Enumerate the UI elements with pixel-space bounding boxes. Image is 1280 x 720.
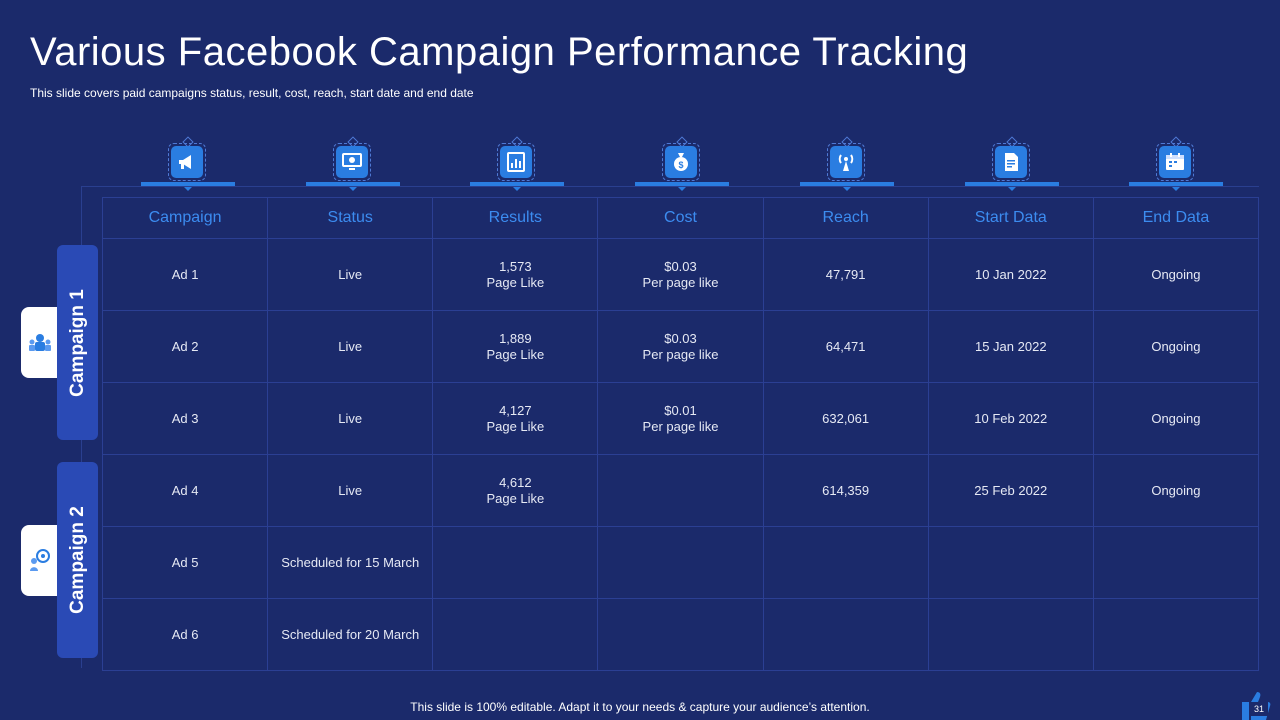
- table-row: Ad 6 Scheduled for 20 March: [101, 598, 1260, 671]
- header-icon-status: [306, 136, 400, 193]
- slide-title: Various Facebook Campaign Performance Tr…: [30, 30, 969, 74]
- cell-cost: $0.01 Per page like: [597, 382, 764, 455]
- column-header: Campaign: [101, 197, 269, 239]
- table-row: Ad 2 Live 1,889 Page Like $0.03 Per page l…: [101, 310, 1260, 383]
- cell-reach: [762, 526, 929, 599]
- target-person-icon: [30, 549, 50, 571]
- cell-end: [1092, 526, 1260, 599]
- cell-cost: $0.03 Per page like: [597, 310, 764, 383]
- campaign-1-label: Campaign 1: [66, 288, 88, 397]
- header-icon-reach: [800, 136, 894, 193]
- cell-end: [1092, 598, 1260, 671]
- cell-results: 4,612 Page Like: [432, 454, 599, 527]
- cell-end: Ongoing: [1092, 382, 1260, 455]
- cell-cost: [597, 454, 764, 527]
- monitor-icon: [342, 153, 362, 170]
- cell-start: 10 Feb 2022: [927, 382, 1094, 455]
- results-chart-icon: [507, 152, 525, 172]
- cell-cost: $0.03 Per page like: [597, 238, 764, 311]
- cell-reach: 632,061: [762, 382, 929, 455]
- cell-reach: 614,359: [762, 454, 929, 527]
- cell-start: [927, 526, 1094, 599]
- svg-text:$: $: [678, 160, 683, 170]
- document-icon: [1005, 153, 1018, 171]
- cell-start: 25 Feb 2022: [927, 454, 1094, 527]
- cell-campaign: Ad 3: [101, 382, 269, 455]
- cell-status: Live: [267, 382, 434, 455]
- cell-results: 1,889 Page Like: [432, 310, 599, 383]
- campaign-2-icon-card: [21, 525, 57, 596]
- slide-subtitle: This slide covers paid campaigns status,…: [30, 86, 474, 100]
- table-header-row: Campaign Status Results Cost Reach Start…: [101, 197, 1260, 239]
- table-row: Ad 4 Live 4,612 Page Like 614,359 25 Feb …: [101, 454, 1260, 527]
- cell-reach: 47,791: [762, 238, 929, 311]
- calendar-icon: [1166, 153, 1184, 170]
- campaign-2-tab: Campaign 2: [57, 462, 98, 658]
- header-icon-cost: $: [635, 136, 729, 193]
- footer-note: This slide is 100% editable. Adapt it to…: [410, 700, 870, 714]
- column-header: Start Data: [927, 197, 1094, 239]
- table-row: Ad 1 Live 1,573 Page Like $0.03 Per page l…: [101, 238, 1260, 311]
- cell-campaign: Ad 1: [101, 238, 269, 311]
- campaign-2-label: Campaign 2: [66, 506, 88, 614]
- cell-end: Ongoing: [1092, 310, 1260, 383]
- page-number: 31: [1250, 702, 1268, 716]
- cell-start: [927, 598, 1094, 671]
- cell-start: 10 Jan 2022: [927, 238, 1094, 311]
- team-icon: [29, 334, 51, 351]
- column-header: Results: [432, 197, 599, 239]
- header-icon-results: [470, 136, 564, 193]
- cell-status: Scheduled for 15 March: [267, 526, 434, 599]
- cell-status: Live: [267, 310, 434, 383]
- column-header: End Data: [1092, 197, 1260, 239]
- column-header: Cost: [597, 197, 764, 239]
- column-header: Status: [267, 197, 434, 239]
- cell-cost: [597, 526, 764, 599]
- cell-end: Ongoing: [1092, 454, 1260, 527]
- cell-end: Ongoing: [1092, 238, 1260, 311]
- campaign-1-icon-card: [21, 307, 57, 378]
- cell-campaign: Ad 5: [101, 526, 269, 599]
- cell-campaign: Ad 2: [101, 310, 269, 383]
- cell-campaign: Ad 4: [101, 454, 269, 527]
- cell-reach: [762, 598, 929, 671]
- header-icon-end: [1129, 136, 1223, 193]
- megaphone-icon: [179, 155, 191, 169]
- table-row: Ad 3 Live 4,127 Page Like $0.01 Per page l…: [101, 382, 1260, 455]
- cell-status: Live: [267, 454, 434, 527]
- table-row: Ad 5 Scheduled for 15 March: [101, 526, 1260, 599]
- header-icon-start: [965, 136, 1059, 193]
- column-header: Reach: [762, 197, 929, 239]
- cell-results: 4,127 Page Like: [432, 382, 599, 455]
- cell-reach: 64,471: [762, 310, 929, 383]
- cell-results: [432, 598, 599, 671]
- cell-campaign: Ad 6: [101, 598, 269, 671]
- cell-start: 15 Jan 2022: [927, 310, 1094, 383]
- campaign-table: Campaign Status Results Cost Reach Start…: [101, 197, 1260, 671]
- frame-line: [81, 186, 1259, 187]
- cell-status: Live: [267, 238, 434, 311]
- cell-status: Scheduled for 20 March: [267, 598, 434, 671]
- cell-results: 1,573 Page Like: [432, 238, 599, 311]
- campaign-1-tab: Campaign 1: [57, 245, 98, 440]
- broadcast-icon: [838, 154, 854, 171]
- cell-results: [432, 526, 599, 599]
- cell-cost: [597, 598, 764, 671]
- header-icon-campaign: [141, 136, 235, 193]
- money-bag-icon: $: [674, 153, 688, 171]
